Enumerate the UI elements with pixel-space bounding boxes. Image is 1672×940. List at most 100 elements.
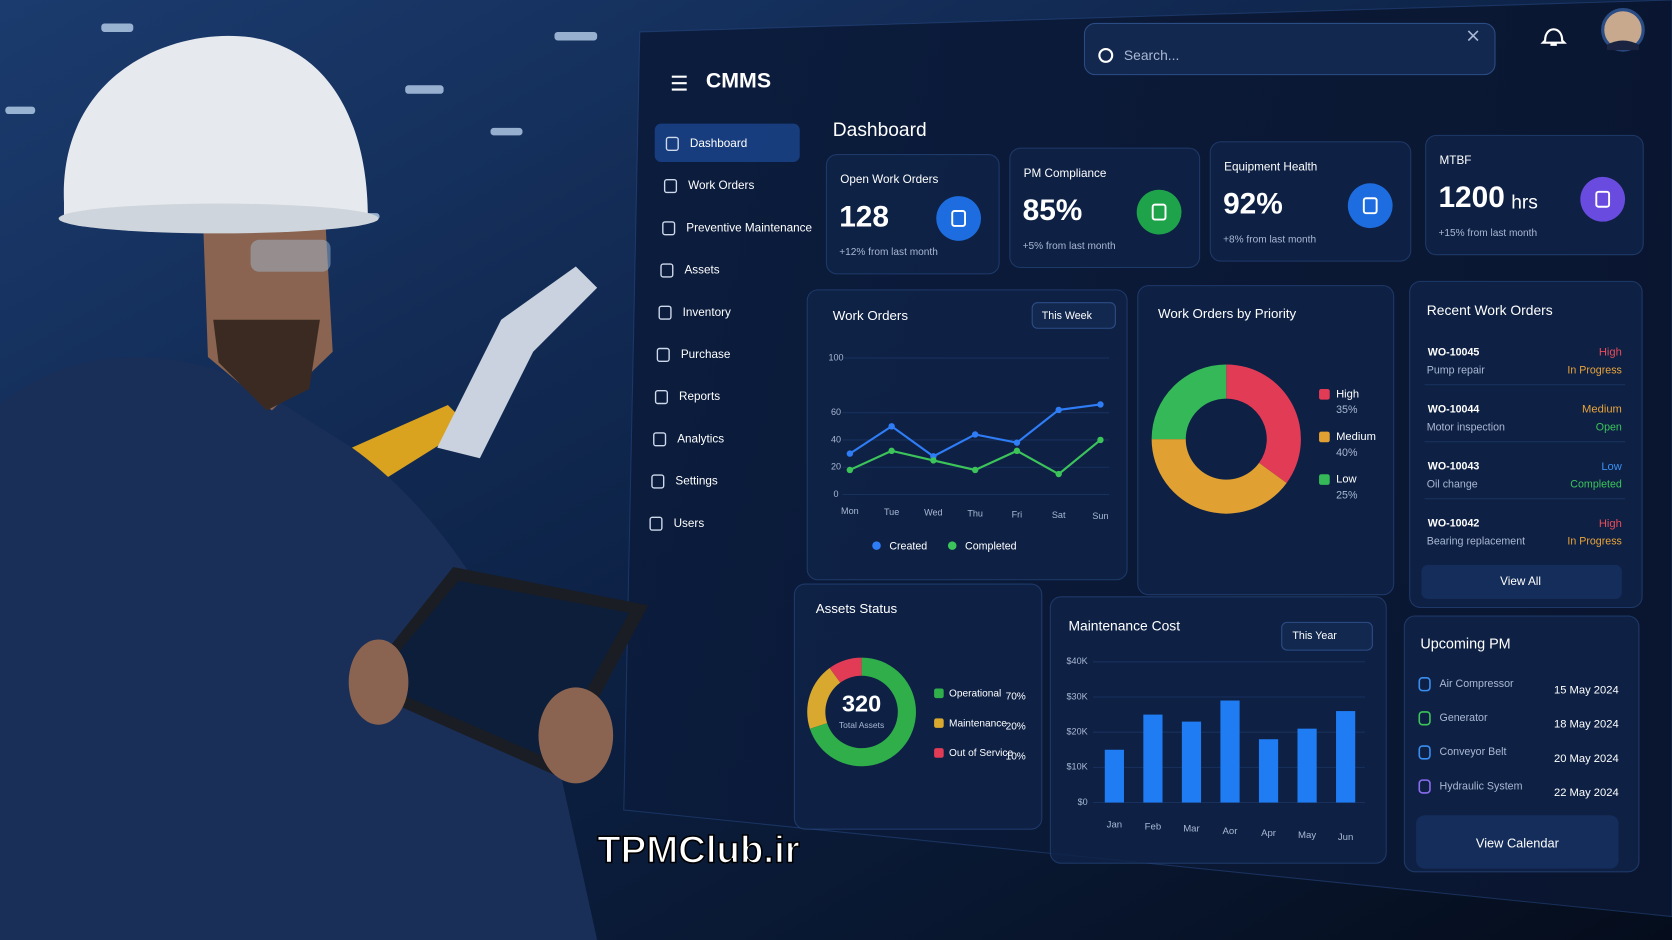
assets-total-label: Total Assets	[839, 720, 884, 730]
work-order-status: In Progress	[1567, 536, 1622, 548]
x-tick-label: Sun	[1092, 511, 1108, 521]
y-tick-label: 20	[831, 462, 841, 472]
legend-value: 25%	[1336, 489, 1358, 501]
nav-icon	[654, 390, 669, 405]
nav-item[interactable]: Purchase	[681, 348, 731, 361]
nav-item[interactable]: Reports	[679, 390, 720, 403]
data-point	[1097, 401, 1104, 408]
search-icon	[1098, 47, 1114, 63]
legend-value: 20%	[1006, 722, 1026, 733]
search-placeholder: Search...	[1124, 47, 1179, 63]
search-box[interactable]	[1083, 22, 1496, 76]
legend-swatch	[1319, 474, 1330, 485]
legend-label: Low	[1336, 474, 1357, 486]
kpi-icon	[1580, 176, 1626, 222]
data-point	[971, 431, 979, 438]
legend-label: Completed	[965, 541, 1017, 553]
button-label[interactable]: View Calendar	[1476, 835, 1560, 850]
pm-date: 20 May 2024	[1554, 753, 1619, 765]
legend-swatch	[1319, 431, 1330, 443]
donut-segment	[807, 667, 841, 729]
ceiling-light	[5, 106, 36, 115]
kpi-value: 128	[839, 200, 889, 233]
chart-title: Maintenance Cost	[1068, 617, 1180, 633]
clear-search[interactable]	[1467, 30, 1479, 42]
kpi-change: +5% from last month	[1023, 241, 1116, 252]
kpi-label: MTBF	[1440, 154, 1472, 167]
ceiling-light	[554, 31, 598, 41]
y-tick-label: 100	[828, 352, 843, 362]
filter-dropdown[interactable]	[1031, 302, 1116, 329]
nav-item[interactable]: Analytics	[677, 432, 724, 445]
robot-arm-white	[437, 266, 598, 459]
legend-swatch	[947, 541, 957, 550]
nav-item[interactable]: Settings	[675, 475, 717, 488]
menu-icon[interactable]	[671, 75, 687, 91]
pm-icon	[1418, 711, 1431, 726]
work-order-description: Oil change	[1427, 479, 1478, 491]
x-tick-label: Jan	[1107, 819, 1122, 830]
legend-swatch	[872, 541, 881, 550]
pm-icon	[1418, 677, 1431, 692]
nav-icon	[656, 347, 670, 362]
data-point	[846, 466, 854, 474]
ceiling-light	[101, 23, 134, 32]
legend-label: High	[1336, 388, 1359, 400]
donut-segment	[829, 657, 862, 683]
x-tick-label: Tue	[884, 507, 899, 517]
work-order-id: WO-10045	[1428, 347, 1480, 359]
kpi-icon	[1347, 183, 1393, 229]
worker	[0, 35, 649, 940]
nav-icon	[653, 432, 667, 447]
nav-active-bg	[654, 123, 800, 162]
bar	[1258, 739, 1279, 803]
bar	[1104, 749, 1124, 803]
chart-title: Work Orders by Priority	[1158, 306, 1296, 321]
kpi-icon	[1136, 189, 1182, 235]
nav-item[interactable]: Dashboard	[690, 137, 747, 150]
button-label[interactable]: View All	[1500, 575, 1541, 588]
work-order-description: Pump repair	[1427, 365, 1486, 377]
notification-bell[interactable]	[1540, 28, 1567, 46]
donut-segment	[809, 657, 916, 767]
card-title: Recent Work Orders	[1427, 302, 1553, 318]
y-tick-label: 0	[833, 489, 838, 499]
card	[1009, 147, 1201, 269]
chart-title: Assets Status	[816, 601, 898, 616]
nav-item[interactable]: Work Orders	[688, 179, 754, 192]
legend-swatch	[1319, 389, 1330, 400]
bar	[1336, 711, 1356, 803]
work-order-id: WO-10043	[1428, 461, 1480, 473]
work-order-status: In Progress	[1567, 365, 1622, 377]
nav-item[interactable]: Preventive Maintenance	[686, 221, 812, 234]
filter-dropdown[interactable]	[1281, 621, 1373, 651]
data-point	[888, 423, 895, 430]
x-tick-label: Fri	[1012, 509, 1023, 519]
x-tick-label: Aor	[1223, 826, 1239, 837]
legend-swatch	[934, 748, 944, 758]
worker-helmet	[63, 35, 368, 219]
work-order-priority: Low	[1601, 461, 1622, 473]
pm-asset: Conveyor Belt	[1440, 746, 1507, 758]
kpi-value: 92%	[1223, 188, 1283, 221]
pm-asset: Air Compressor	[1440, 678, 1514, 690]
view-all-button[interactable]	[1421, 564, 1622, 599]
view-calendar-button[interactable]	[1416, 815, 1619, 869]
kpi-value: 1200	[1438, 181, 1504, 214]
x-tick-label: Mar	[1183, 824, 1200, 835]
x-tick-label: Mon	[841, 506, 859, 516]
card	[806, 289, 1128, 581]
card	[1403, 615, 1640, 873]
work-order-priority: High	[1599, 518, 1622, 530]
legend-label: Created	[889, 541, 927, 553]
legend-value: 40%	[1336, 447, 1358, 459]
y-tick-label: $20K	[1067, 727, 1088, 737]
kpi-icon-glyph	[951, 210, 966, 227]
helmet-brim	[58, 203, 379, 234]
nav-item[interactable]: Inventory	[683, 306, 731, 319]
nav-item[interactable]: Assets	[684, 264, 719, 277]
nav-item[interactable]: Users	[674, 517, 705, 530]
kpi-change: +8% from last month	[1223, 234, 1316, 245]
work-order-priority: Medium	[1582, 404, 1622, 416]
